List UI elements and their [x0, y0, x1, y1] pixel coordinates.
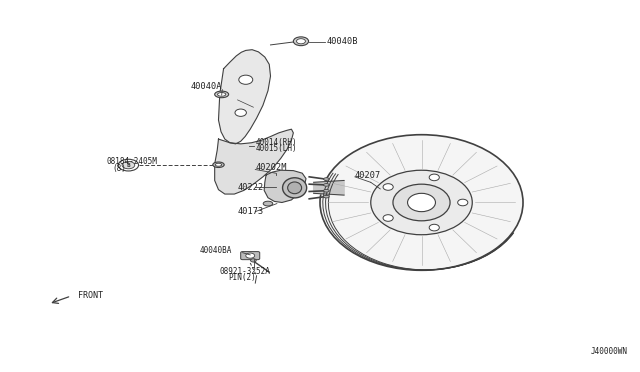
Ellipse shape — [215, 163, 221, 166]
Text: 08921-3252A: 08921-3252A — [220, 266, 271, 276]
Text: (8): (8) — [112, 164, 126, 173]
Polygon shape — [214, 129, 293, 194]
Ellipse shape — [323, 195, 329, 198]
Ellipse shape — [429, 224, 439, 231]
Text: 40014(RH): 40014(RH) — [255, 138, 297, 147]
Ellipse shape — [393, 184, 450, 221]
Circle shape — [118, 159, 138, 171]
Ellipse shape — [320, 135, 523, 270]
Ellipse shape — [218, 93, 226, 96]
Circle shape — [122, 161, 135, 169]
FancyBboxPatch shape — [241, 251, 260, 260]
Ellipse shape — [323, 184, 329, 186]
Ellipse shape — [371, 170, 472, 235]
Text: 40015(LH): 40015(LH) — [255, 144, 297, 153]
Circle shape — [293, 37, 308, 46]
Ellipse shape — [383, 184, 393, 190]
Ellipse shape — [323, 189, 329, 192]
Text: J40000WN: J40000WN — [591, 347, 628, 356]
Ellipse shape — [263, 201, 273, 206]
Ellipse shape — [212, 162, 224, 167]
Text: 40202M: 40202M — [255, 163, 287, 172]
Circle shape — [246, 253, 255, 258]
Text: 40207: 40207 — [355, 170, 381, 180]
Polygon shape — [218, 50, 271, 144]
Text: 08184-2405M: 08184-2405M — [106, 157, 157, 166]
Text: 40040A: 40040A — [191, 82, 222, 91]
Ellipse shape — [429, 174, 439, 181]
Text: B: B — [127, 163, 131, 168]
Ellipse shape — [458, 199, 468, 206]
Ellipse shape — [239, 75, 253, 84]
Ellipse shape — [383, 215, 393, 221]
Circle shape — [296, 39, 305, 44]
Ellipse shape — [250, 259, 256, 262]
Ellipse shape — [323, 178, 329, 180]
Ellipse shape — [235, 109, 246, 116]
Text: 40222: 40222 — [237, 183, 264, 192]
Ellipse shape — [214, 91, 228, 98]
Text: 40173: 40173 — [237, 207, 264, 216]
Ellipse shape — [283, 178, 307, 198]
Text: FRONT: FRONT — [77, 291, 102, 301]
Polygon shape — [264, 170, 306, 202]
Ellipse shape — [287, 182, 301, 194]
Text: 40040B: 40040B — [326, 38, 358, 46]
Polygon shape — [314, 180, 344, 195]
Text: 40040BA: 40040BA — [200, 246, 232, 254]
Ellipse shape — [408, 193, 435, 212]
Text: PIN(2): PIN(2) — [228, 273, 256, 282]
